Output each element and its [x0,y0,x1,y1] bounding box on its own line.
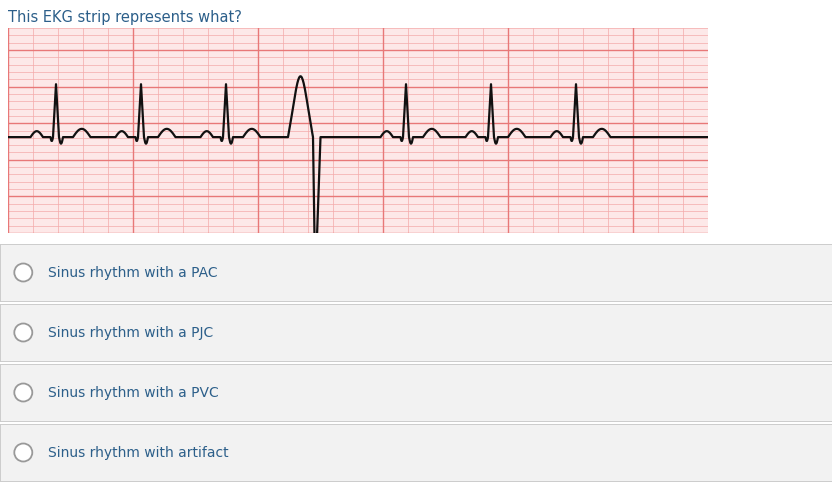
Ellipse shape [14,384,32,402]
Ellipse shape [14,444,32,462]
Text: Sinus rhythm with a PJC: Sinus rhythm with a PJC [48,325,214,340]
Ellipse shape [14,264,32,282]
Text: Sinus rhythm with artifact: Sinus rhythm with artifact [48,446,229,460]
Ellipse shape [14,324,32,342]
Text: Sinus rhythm with a PVC: Sinus rhythm with a PVC [48,386,219,400]
Text: Sinus rhythm with a PAC: Sinus rhythm with a PAC [48,265,218,280]
Text: This EKG strip represents what?: This EKG strip represents what? [8,10,242,25]
